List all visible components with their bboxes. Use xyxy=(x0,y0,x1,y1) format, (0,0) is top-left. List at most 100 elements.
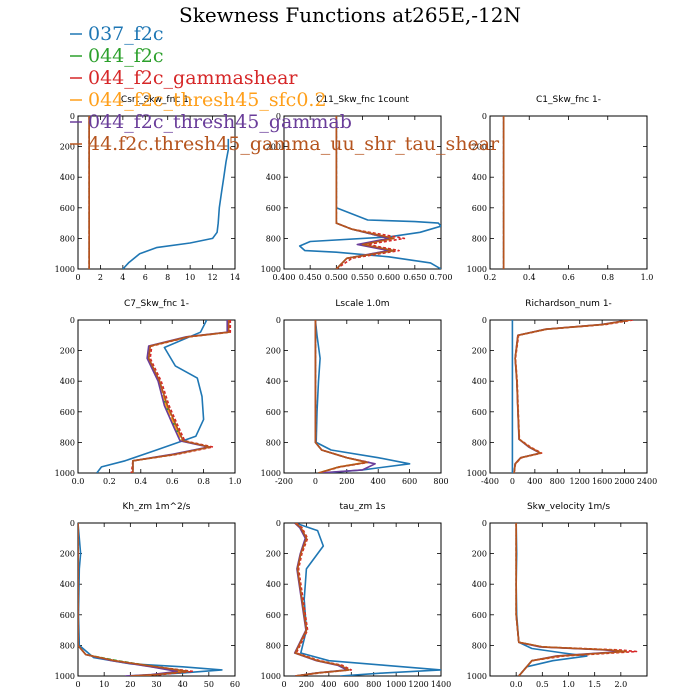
panel-title: C1_Skw_fnc 1- xyxy=(536,95,601,105)
x-tick-label: 0.4 xyxy=(523,273,536,282)
figure-title: Skewness Functions at265E,-12N xyxy=(179,3,521,27)
x-tick-label: 0 xyxy=(313,477,318,486)
y-tick-label: 600 xyxy=(60,204,75,213)
y-tick-label: 200 xyxy=(60,143,75,152)
y-tick-label: 600 xyxy=(266,611,281,620)
y-tick-label: 0 xyxy=(276,112,281,121)
y-tick-label: 400 xyxy=(60,580,75,589)
series-group xyxy=(96,320,232,473)
series-group xyxy=(515,523,638,676)
y-tick-label: 200 xyxy=(266,347,281,356)
series-line-044_f2c xyxy=(78,523,189,676)
panel-8: tau_zm 1s0 200 400 600 800 1000 1200 1400100080… xyxy=(261,502,452,689)
x-tick-label: 20 xyxy=(125,680,135,689)
x-tick-label: 1400 xyxy=(431,680,451,689)
legend-entry: 044_f2c_thresh45_gammab xyxy=(88,111,352,133)
series-line-44.f2c.thresh45_gamma_uu_shr_tau_shear xyxy=(78,523,189,676)
series-line-044_f2c_thresh45_sfc0.2 xyxy=(132,320,230,473)
x-tick-label: 400 xyxy=(321,680,336,689)
y-tick-label: 1000 xyxy=(467,265,487,274)
panel-title: Csrt_Skw_fnc 1- xyxy=(121,95,192,105)
y-tick-label: 600 xyxy=(472,611,487,620)
series-line-044_f2c xyxy=(132,320,230,473)
x-tick-label: 600 xyxy=(402,477,417,486)
panel-4: C7_Skw_fnc 1- 0.0 0.2 0.4 0.6 0.8 1.0 1000 800 60… xyxy=(55,299,242,486)
panel-title: tau_zm 1s xyxy=(339,502,385,512)
series-line-44.f2c.thresh45_gamma_uu_shr_tau_shear xyxy=(294,523,350,676)
y-tick-label: 800 xyxy=(472,234,487,243)
x-tick-label: 0.8 xyxy=(601,273,614,282)
x-tick-label: 400 xyxy=(371,477,386,486)
plot-frame xyxy=(283,319,442,474)
x-tick-label: 0.0 xyxy=(510,680,523,689)
series-line-044_f2c_gammashear xyxy=(513,320,634,473)
x-tick-label: 1200 xyxy=(570,477,590,486)
y-tick-label: 600 xyxy=(60,611,75,620)
legend-entry: 044_f2c_gammashear xyxy=(88,67,298,89)
panel-title: Richardson_num 1- xyxy=(525,299,612,309)
y-tick-label: 1000 xyxy=(55,672,75,681)
series-line-037_f2c xyxy=(122,138,230,269)
x-tick-label: 0.500 xyxy=(325,273,348,282)
y-tick-label: 600 xyxy=(472,408,487,417)
x-tick-label: 0.650 xyxy=(403,273,426,282)
series-line-037_f2c xyxy=(294,523,441,676)
series-line-044_f2c_gammashear xyxy=(78,523,194,676)
x-tick-label: 0 xyxy=(281,680,286,689)
x-tick-label: 1600 xyxy=(592,477,612,486)
y-tick-label: 400 xyxy=(472,377,487,386)
x-tick-label: 0.2 xyxy=(103,477,116,486)
y-tick-label: 200 xyxy=(266,550,281,559)
y-tick-label: 1000 xyxy=(55,265,75,274)
series-line-044_f2c xyxy=(513,320,631,473)
y-tick-label: 200 xyxy=(472,347,487,356)
x-tick-label: 0.2 xyxy=(484,273,497,282)
x-tick-label: 2400 xyxy=(637,477,657,486)
x-tick-label: 6 xyxy=(143,273,148,282)
y-tick-label: 0 xyxy=(70,316,75,325)
y-tick-label: 1000 xyxy=(261,265,281,274)
y-tick-label: 800 xyxy=(472,641,487,650)
panel-title: Skw_velocity 1m/s xyxy=(527,502,610,512)
series-line-44.f2c.thresh45_gamma_uu_shr_tau_shear xyxy=(335,116,395,269)
y-tick-label: 400 xyxy=(60,377,75,386)
x-tick-label: 2 xyxy=(98,273,103,282)
y-tick-label: 400 xyxy=(266,173,281,182)
series-line-44.f2c.thresh45_gamma_uu_shr_tau_shear xyxy=(513,320,631,473)
panel-grid: Csrt_Skw_fnc 1-0 2 4 6 8 10 12 1410008006004002… xyxy=(55,95,658,689)
y-tick-label: 1000 xyxy=(467,469,487,478)
y-tick-label: 0 xyxy=(70,112,75,121)
y-tick-label: 0 xyxy=(276,519,281,528)
x-tick-label: 200 xyxy=(339,477,354,486)
x-tick-label: 0.6 xyxy=(562,273,575,282)
x-tick-label: 1.0 xyxy=(562,680,575,689)
series-group xyxy=(293,523,441,676)
plot-frame xyxy=(283,522,442,677)
x-tick-label: 0.400 xyxy=(273,273,296,282)
legend-entry: 44.f2c.thresh45_gamma_uu_shr_tau_shear xyxy=(88,133,500,155)
panel-7: Kh_zm 1m^2/s 0 10 20 30 40 50 60 1000 800 600 400 20… xyxy=(55,502,240,689)
y-tick-label: 600 xyxy=(60,408,75,417)
x-tick-label: 40 xyxy=(178,680,188,689)
y-tick-label: 800 xyxy=(60,234,75,243)
y-tick-label: 400 xyxy=(266,377,281,386)
plot-frame xyxy=(77,115,236,270)
x-tick-label: 0.450 xyxy=(299,273,322,282)
series-group xyxy=(511,320,634,473)
y-tick-label: 1000 xyxy=(55,469,75,478)
y-tick-label: 200 xyxy=(60,550,75,559)
y-tick-label: 800 xyxy=(472,438,487,447)
y-tick-label: 400 xyxy=(266,580,281,589)
y-tick-label: 200 xyxy=(266,143,281,152)
x-tick-label: 200 xyxy=(299,680,314,689)
panel-title: Lscale 1.0m xyxy=(335,299,389,309)
x-tick-label: 0.6 xyxy=(166,477,179,486)
y-tick-label: 600 xyxy=(266,408,281,417)
y-tick-label: 200 xyxy=(60,347,75,356)
x-tick-label: 12 xyxy=(207,273,217,282)
series-line-044_f2c_gammashear xyxy=(295,523,353,676)
series-line-044_f2c_gammashear xyxy=(515,523,638,676)
x-tick-label: 800 xyxy=(366,680,381,689)
x-tick-label: 1.5 xyxy=(588,680,601,689)
